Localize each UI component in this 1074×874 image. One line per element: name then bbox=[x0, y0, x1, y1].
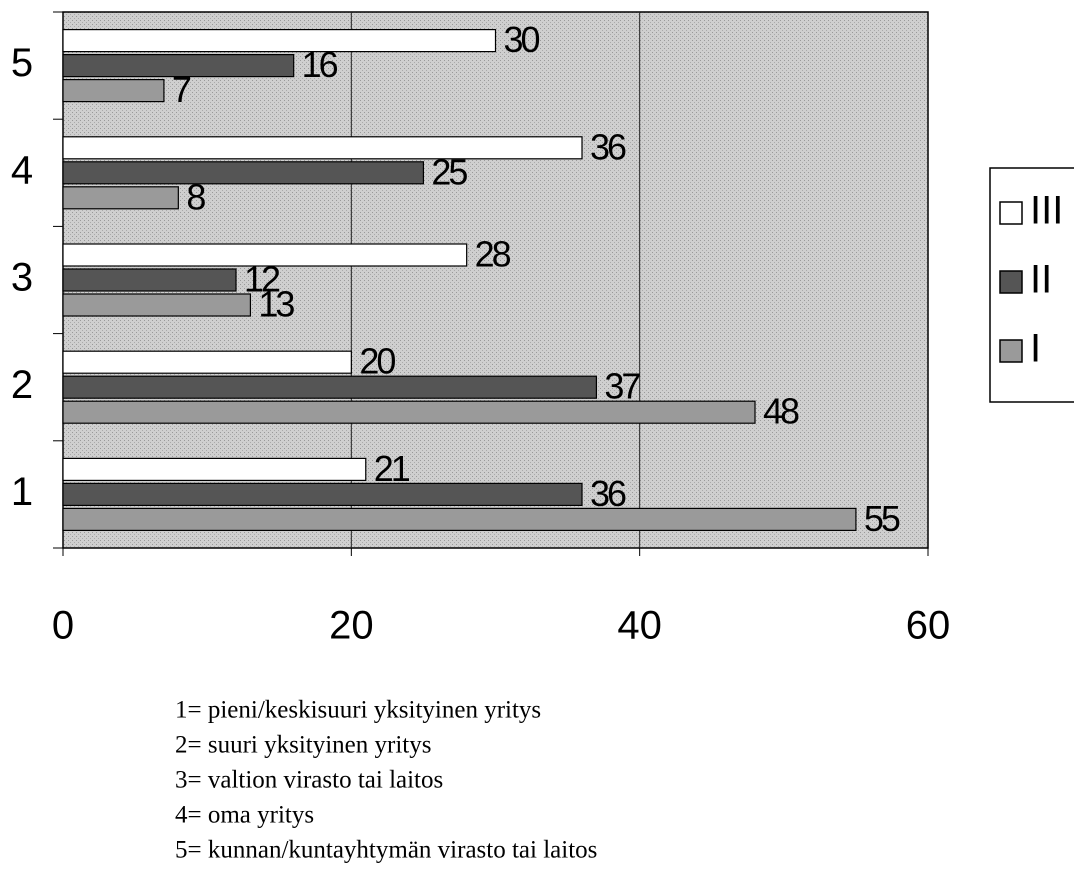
bar bbox=[62, 507, 857, 531]
bar bbox=[62, 293, 252, 317]
bar bbox=[62, 457, 367, 481]
legend-label: III bbox=[1030, 189, 1063, 233]
value-label: 25 bbox=[431, 151, 467, 192]
value-label: 16 bbox=[302, 44, 338, 85]
bar bbox=[62, 243, 468, 267]
note: 3= valtion virasto tai laitos bbox=[175, 767, 443, 794]
y-tick-label: 4 bbox=[11, 148, 33, 192]
x-tick-label: 0 bbox=[52, 604, 74, 648]
y-tick-label: 5 bbox=[11, 41, 33, 85]
value-label: 55 bbox=[864, 498, 900, 539]
bar bbox=[62, 268, 237, 292]
note: 1= pieni/keskisuuri yksityinen yritys bbox=[175, 697, 541, 724]
y-tick-label: 2 bbox=[11, 363, 33, 407]
value-label: 12 bbox=[244, 259, 280, 300]
value-label: 36 bbox=[590, 473, 626, 514]
y-tick-label: 1 bbox=[11, 470, 33, 514]
value-label: 7 bbox=[172, 69, 191, 110]
note: 5= kunnan/kuntayhtymän virasto tai laito… bbox=[175, 837, 597, 864]
bar bbox=[62, 78, 165, 103]
bar bbox=[62, 186, 179, 210]
y-tick-label: 3 bbox=[11, 256, 33, 300]
note: 2= suuri yksityinen yritys bbox=[175, 732, 431, 759]
legend-swatch bbox=[999, 270, 1023, 294]
bar bbox=[62, 375, 598, 399]
legend-swatch bbox=[999, 339, 1023, 363]
x-tick-label: 60 bbox=[906, 604, 951, 648]
bar bbox=[62, 136, 583, 160]
legend-swatch bbox=[999, 201, 1023, 225]
x-tick-label: 20 bbox=[329, 604, 374, 648]
legend-label: II bbox=[1030, 258, 1052, 302]
note: 4= oma yritys bbox=[175, 802, 314, 829]
value-label: 30 bbox=[504, 19, 540, 60]
value-label: 20 bbox=[359, 341, 395, 382]
value-label: 36 bbox=[590, 126, 626, 167]
bar bbox=[62, 53, 295, 78]
value-label: 48 bbox=[763, 391, 799, 432]
bar bbox=[62, 29, 497, 53]
bar bbox=[62, 400, 756, 424]
value-label: 8 bbox=[186, 176, 205, 217]
bar bbox=[62, 350, 352, 374]
value-label: 13 bbox=[258, 284, 294, 325]
legend-label: I bbox=[1030, 327, 1041, 371]
bar bbox=[62, 161, 425, 185]
bar bbox=[62, 482, 583, 506]
value-label: 21 bbox=[374, 448, 410, 489]
value-label: 28 bbox=[475, 234, 511, 275]
x-tick-label: 40 bbox=[617, 604, 662, 648]
value-label: 37 bbox=[604, 366, 640, 407]
